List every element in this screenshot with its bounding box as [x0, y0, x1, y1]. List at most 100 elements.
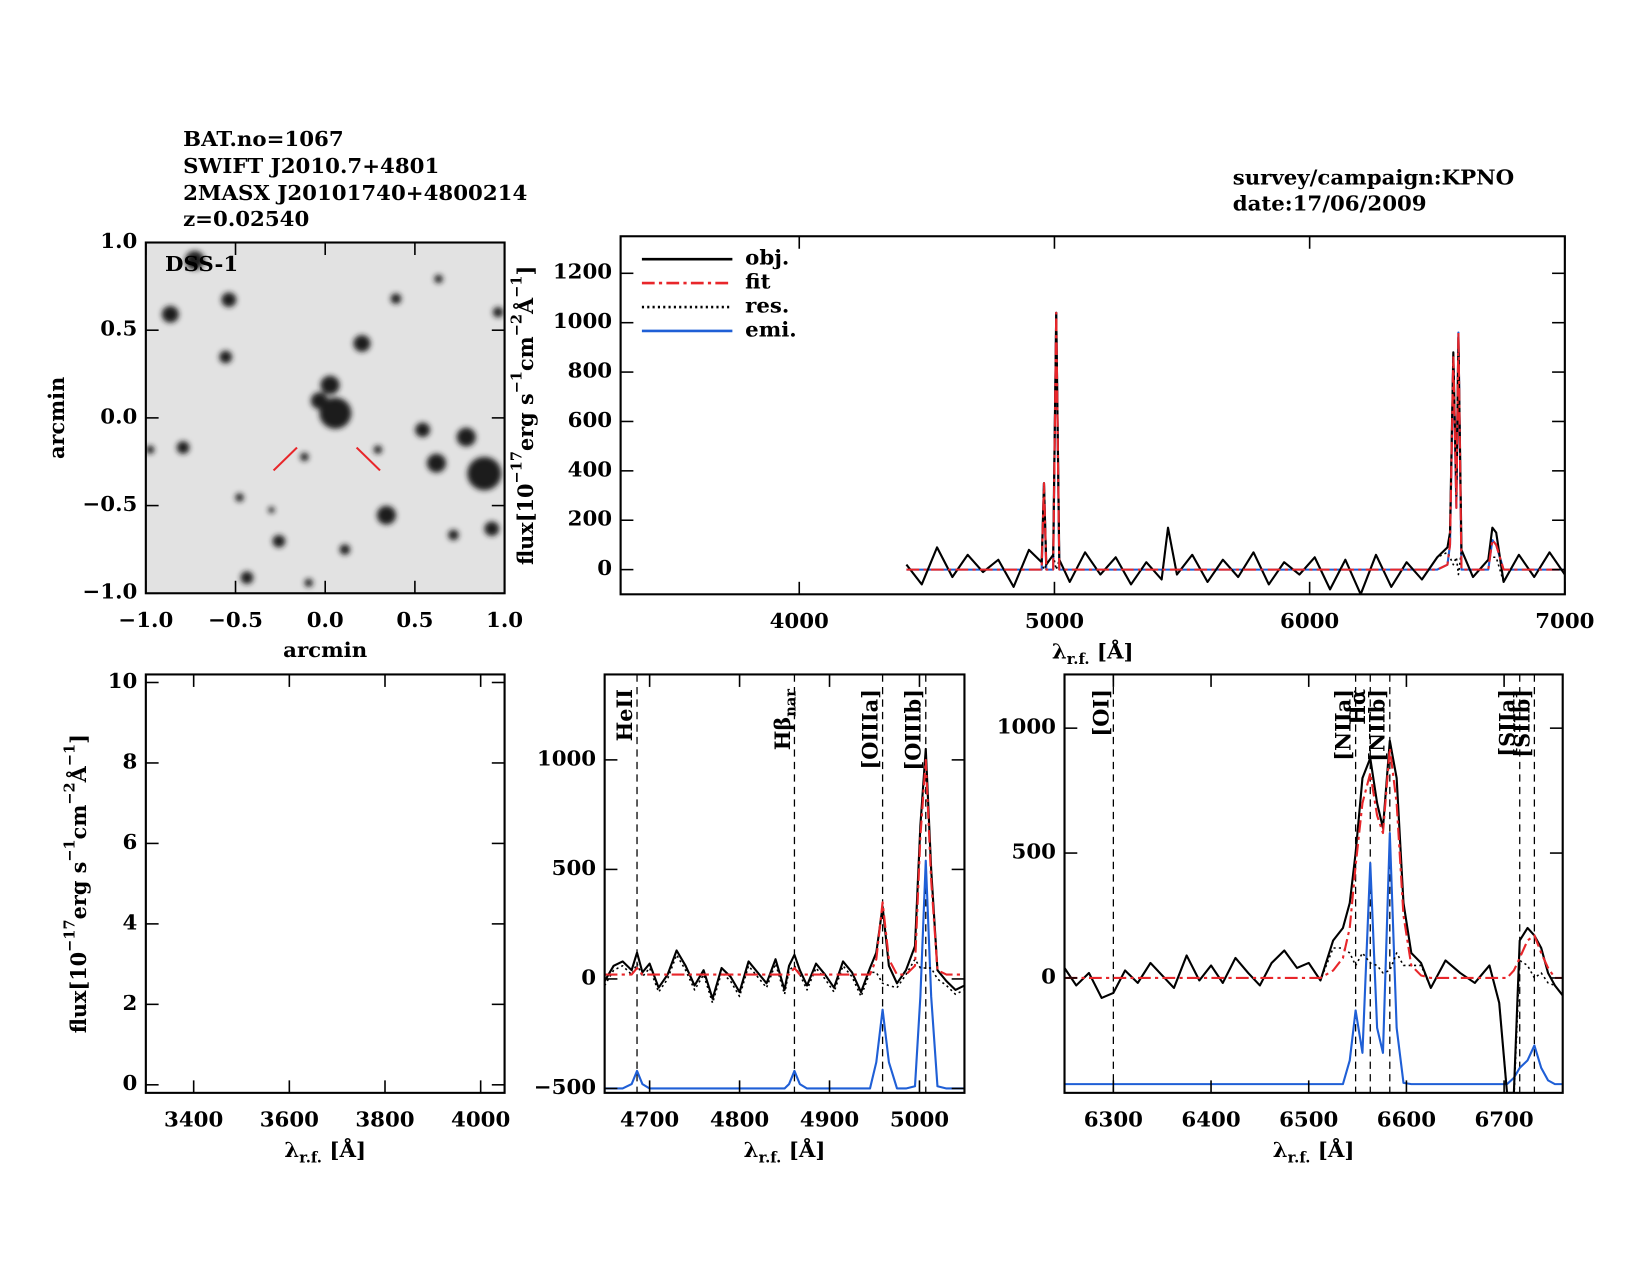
- y-tick-label: 500: [1012, 839, 1056, 864]
- x-tick-label: 1.0: [486, 607, 523, 632]
- x-tick-label: 4800: [710, 1107, 769, 1132]
- spectrum-line: [1064, 739, 1563, 1093]
- y-tick-label: −500: [534, 1074, 596, 1099]
- x-tick-label: 5000: [890, 1107, 949, 1132]
- x-axis-label-part: r.f.: [1067, 651, 1090, 668]
- plot-frame: [619, 235, 1566, 596]
- plot-area: [604, 674, 965, 1093]
- x-tick-label: −1.0: [118, 607, 173, 632]
- line-label: [NIIa]: [1330, 689, 1355, 761]
- line-label-part: nar: [782, 689, 799, 717]
- line-label: [SIIb]: [1509, 689, 1534, 758]
- plot-frame: [144, 673, 506, 1094]
- legend-label: res.: [745, 293, 789, 318]
- spectrum-line: [906, 311, 1565, 571]
- y-axis-label-part: flux[10: [512, 483, 537, 564]
- y-tick-label: 600: [568, 407, 612, 432]
- plot-frame: [1063, 673, 1564, 1094]
- y-tick-label: 2: [123, 990, 138, 1015]
- spectrum-line: [906, 311, 1565, 571]
- plot-frame: [603, 673, 966, 1094]
- line-label-part: Hβ: [769, 717, 794, 750]
- header-line: BAT.no=1067: [183, 126, 344, 151]
- y-tick-label: −0.5: [82, 491, 137, 516]
- y-tick-label: 0.5: [100, 316, 137, 341]
- x-tick-label: 6500: [1279, 1107, 1338, 1132]
- panel-title: DSS-1: [165, 251, 238, 276]
- x-tick-label: 6400: [1181, 1107, 1240, 1132]
- stars: [145, 250, 504, 588]
- x-tick-label: 4900: [800, 1107, 859, 1132]
- y-axis-label-part: erg s: [65, 862, 90, 920]
- y-axis-label-part: ]: [512, 266, 537, 276]
- x-tick-label: −0.5: [208, 607, 263, 632]
- x-axis-label-part: r.f.: [1288, 1150, 1311, 1167]
- x-axis-label: λr.f. [Å]: [1273, 1137, 1355, 1167]
- spectrum-line: [604, 747, 965, 1000]
- x-axis-label-part: r.f.: [759, 1150, 782, 1167]
- x-axis-label-part: λ: [1052, 638, 1067, 663]
- header-line: survey/campaign:KPNO: [1233, 165, 1514, 190]
- y-tick-label: 4: [123, 910, 138, 935]
- x-axis-label-part: r.f.: [299, 1150, 322, 1167]
- y-tick-label: 1.0: [100, 228, 137, 253]
- x-axis-label-part: λ: [284, 1137, 299, 1162]
- x-tick-label: 0.0: [307, 607, 344, 632]
- line-label: [NIIb]: [1364, 689, 1389, 762]
- y-tick-label: 800: [568, 358, 612, 383]
- x-tick-label: 4000: [451, 1107, 510, 1132]
- sky-image: [145, 242, 505, 594]
- legend-label: obj.: [745, 245, 789, 270]
- target-marker: [272, 446, 298, 472]
- line-label: [OIIIb]: [900, 689, 925, 771]
- x-axis-label: λr.f. [Å]: [284, 1137, 366, 1167]
- line-label: [OI]: [1088, 689, 1113, 737]
- y-axis-label-part: Å: [65, 766, 90, 784]
- x-axis-label-part: λ: [744, 1137, 759, 1162]
- spectrum-line: [604, 954, 965, 1004]
- spectrum-line: [604, 758, 965, 976]
- y-tick-label: 500: [552, 855, 596, 880]
- x-tick-label: 6000: [1280, 608, 1339, 633]
- spectrum-line: [604, 859, 965, 1090]
- plot-area: [1064, 674, 1563, 1093]
- x-tick-label: 6600: [1377, 1107, 1436, 1132]
- spectrum-line: [1064, 747, 1563, 979]
- x-tick-label: 3600: [260, 1107, 319, 1132]
- line-label: [SIIa]: [1494, 689, 1519, 757]
- x-axis-label-part: λ: [1273, 1137, 1288, 1162]
- y-tick-label: 0: [1041, 964, 1056, 989]
- y-axis-label-part: erg s: [512, 393, 537, 451]
- header-line: date:17/06/2009: [1233, 191, 1427, 216]
- plot-frame: [144, 241, 506, 595]
- header-line: z=0.02540: [183, 206, 309, 231]
- line-label: [OIIIa]: [857, 689, 882, 770]
- plot-area: [905, 311, 1565, 595]
- header-line: 2MASX J20101740+4800214: [183, 180, 527, 205]
- x-axis-label-part: [Å]: [781, 1137, 825, 1162]
- y-axis-label-part: −1: [508, 371, 525, 393]
- x-tick-label: 4700: [620, 1107, 679, 1132]
- y-tick-label: 8: [123, 749, 138, 774]
- x-axis-label-part: [Å]: [1310, 1137, 1354, 1162]
- y-axis-label: flux[10−17erg s−1cm−2Å−1]: [61, 734, 90, 1033]
- y-axis-label-part: Å: [512, 297, 537, 315]
- header-line: SWIFT J2010.7+4801: [183, 153, 439, 178]
- x-axis-label: arcmin: [283, 637, 367, 662]
- y-tick-label: 0: [597, 555, 612, 580]
- y-axis-label-part: −1: [61, 839, 78, 861]
- y-tick-label: 1200: [553, 259, 612, 284]
- x-axis-label: λr.f. [Å]: [744, 1137, 826, 1167]
- legend-label: fit: [745, 269, 771, 294]
- y-axis-label-part: flux[10: [65, 952, 90, 1033]
- y-tick-label: 0: [123, 1070, 138, 1095]
- y-axis-label-part: −17: [61, 919, 78, 951]
- y-axis-label: flux[10−17erg s−1cm−2Å−1]: [508, 266, 537, 565]
- x-tick-label: 5000: [1025, 608, 1084, 633]
- y-axis-label-part: −1: [61, 744, 78, 766]
- x-tick-label: 6700: [1474, 1107, 1533, 1132]
- x-tick-label: 4000: [770, 608, 829, 633]
- y-tick-label: 1000: [553, 308, 612, 333]
